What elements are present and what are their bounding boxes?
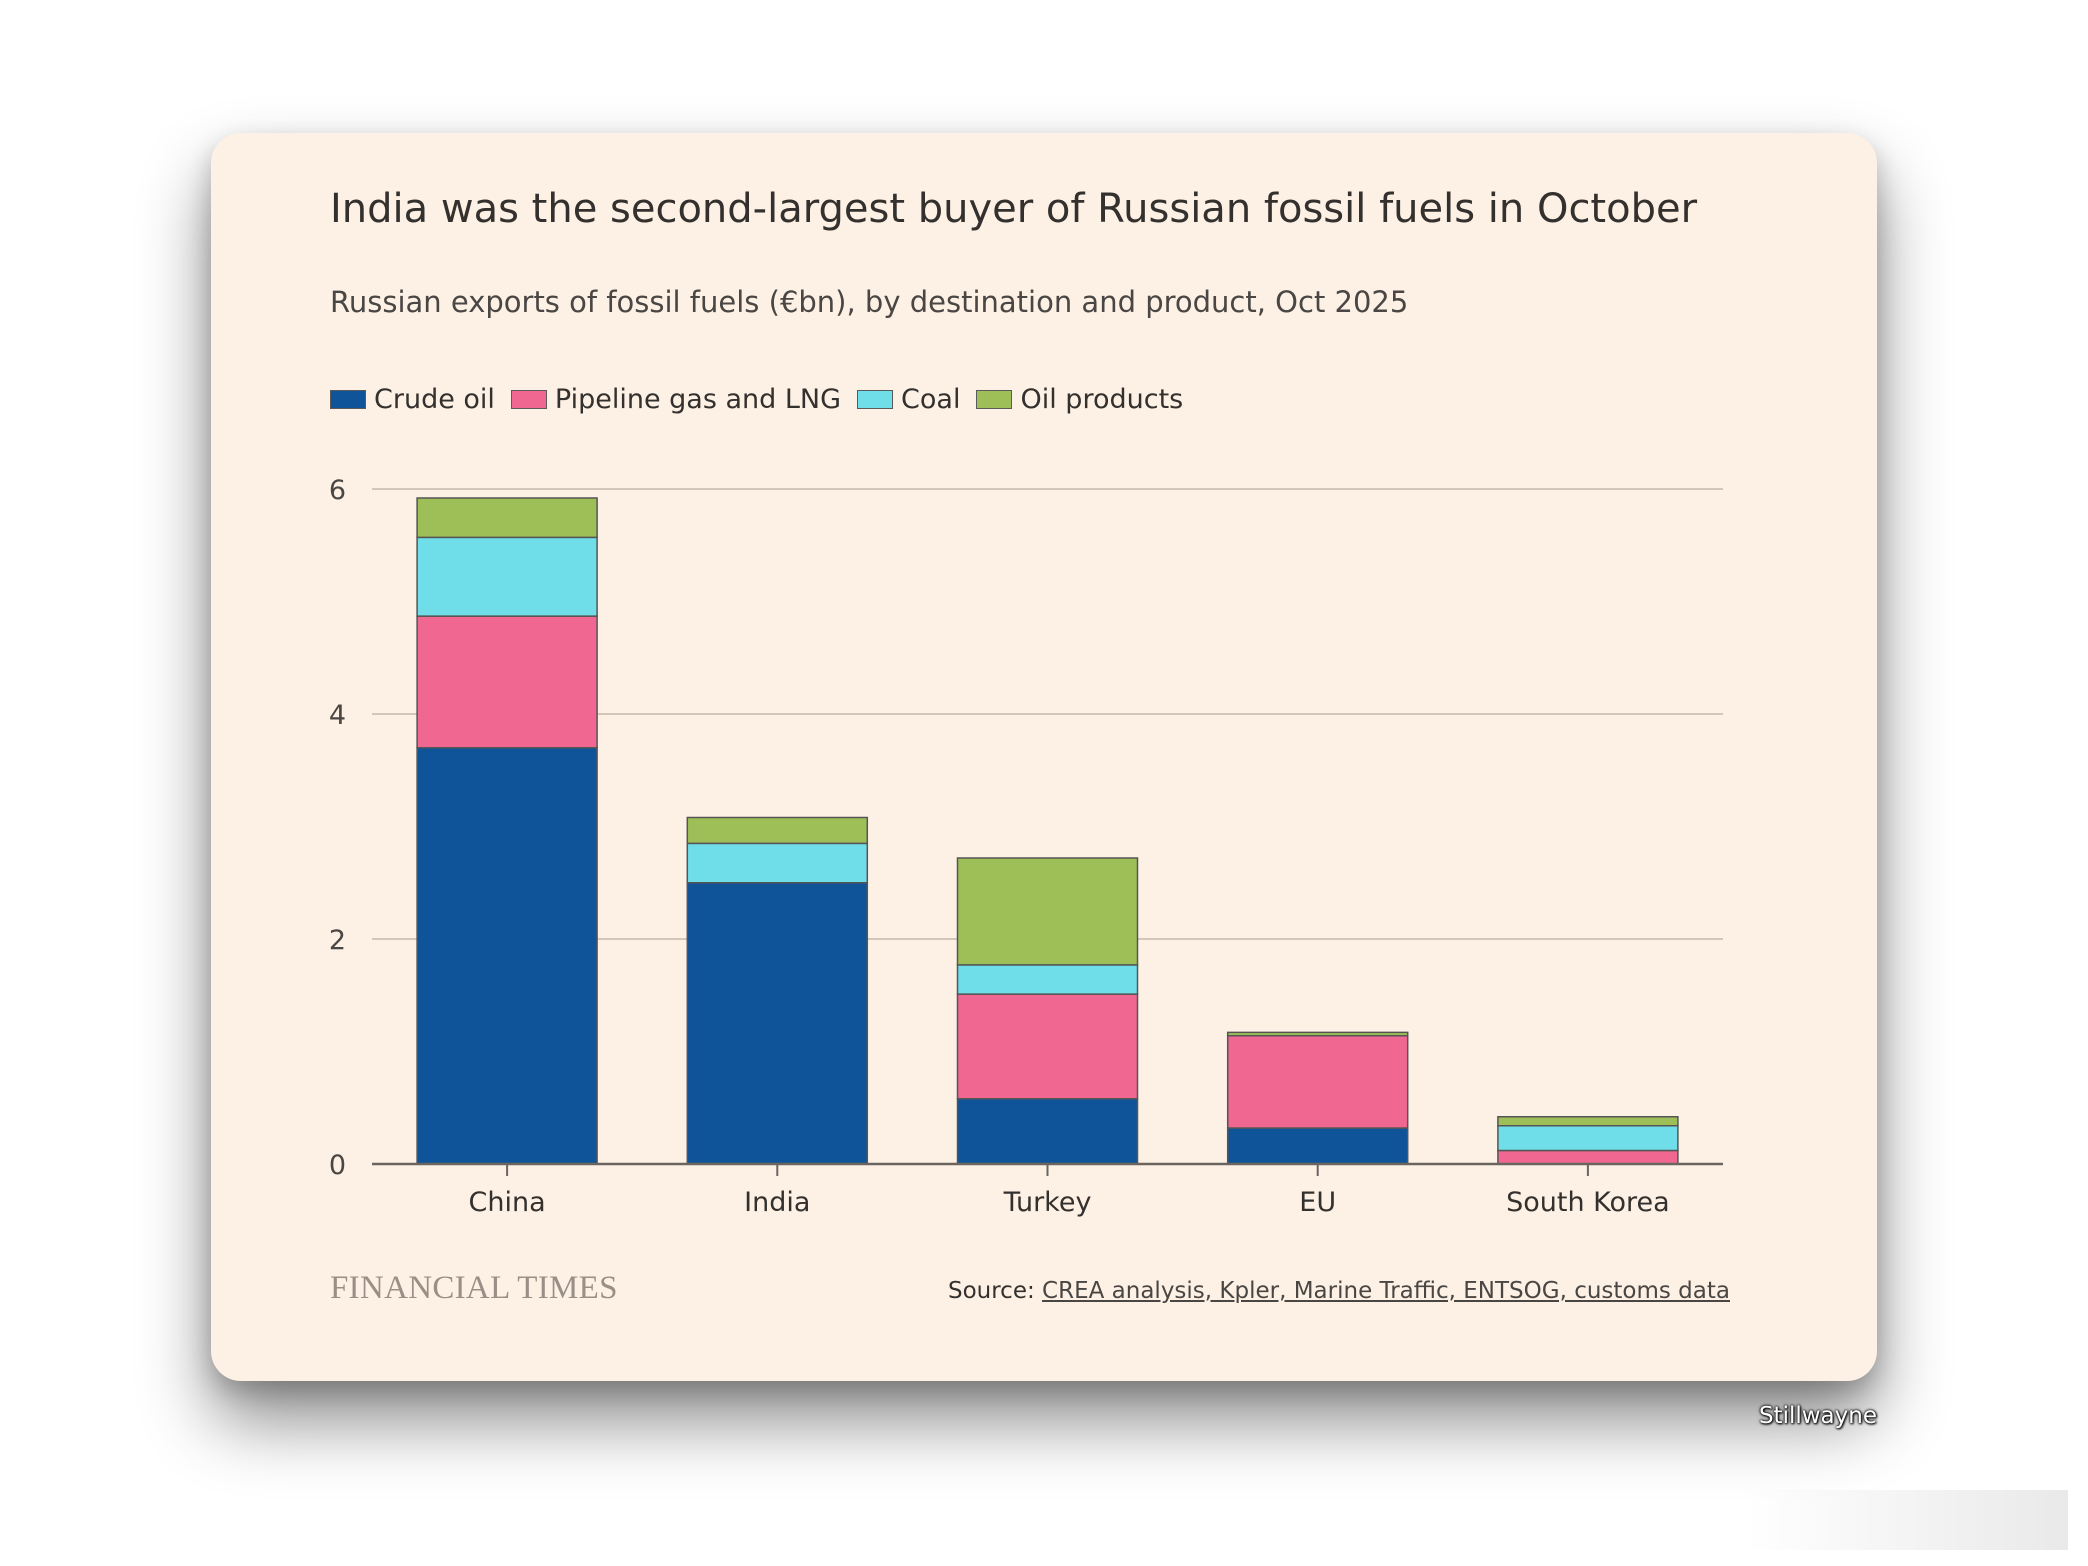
y-tick-label-6: 6 [329,475,346,506]
legend-swatch-pipeline-gas [510,390,547,409]
legend-swatch-coal [857,390,894,409]
bar-south-korea-pipeline-gas-and-lng [1497,1149,1679,1165]
bar-eu-crude-oil [1226,1127,1409,1165]
x-tick-label-eu: EU [1299,1187,1336,1218]
bar-turkey-oil-products [956,857,1139,966]
y-tick-label-0: 0 [329,1150,346,1181]
legend-swatch-oil-products [976,390,1013,409]
legend-item-crude-oil: Crude oil [330,384,495,415]
watermark: Stillwayne [1758,1403,1877,1429]
source-note: Source: CREA analysis, Kpler, Marine Tra… [948,1278,1730,1304]
bar-eu-oil-products [1226,1031,1409,1037]
x-tick-label-south-korea: South Korea [1506,1187,1670,1218]
legend-item-pipeline-gas: Pipeline gas and LNG [510,384,842,415]
bar-south-korea-coal [1497,1125,1679,1152]
bar-india-oil-products [686,816,869,845]
x-tick-label-india: India [744,1187,810,1218]
legend: Crude oil Pipeline gas and LNG Coal Oil … [330,384,1199,415]
chart-title: India was the second-largest buyer of Ru… [330,186,1698,232]
bar-india-crude-oil [686,882,869,1165]
legend-item-coal: Coal [857,384,960,415]
bar-china-pipeline-gas-and-lng [416,615,598,749]
source-link[interactable]: CREA analysis, Kpler, Marine Traffic, EN… [1042,1278,1730,1304]
legend-label-coal: Coal [901,384,961,415]
bar-india-coal [686,842,869,884]
legend-item-oil-products: Oil products [976,384,1183,415]
legend-label-pipeline-gas: Pipeline gas and LNG [554,384,842,415]
bar-china-coal [416,536,598,617]
chart-subtitle: Russian exports of fossil fuels (€bn), b… [330,285,1409,319]
bar-turkey-crude-oil [956,1098,1139,1165]
bar-turkey-pipeline-gas-and-lng [956,993,1139,1100]
ft-logo: FINANCIAL TIMES [330,1270,618,1306]
legend-label-crude-oil: Crude oil [374,384,495,415]
scrollbar-hint [1745,1490,2068,1550]
bar-turkey-coal [956,964,1139,995]
y-tick-label-2: 2 [329,925,346,956]
legend-swatch-crude-oil [330,390,366,409]
source-prefix: Source: [947,1278,1043,1304]
legend-label-oil-products: Oil products [1020,384,1184,415]
x-tick-label-china: China [469,1187,546,1218]
bar-south-korea-oil-products [1497,1116,1679,1127]
bar-eu-pipeline-gas-and-lng [1226,1035,1409,1129]
y-tick-label-4: 4 [329,700,346,731]
bar-china-crude-oil [416,747,598,1165]
bar-china-oil-products [416,497,598,539]
x-tick-label-turkey: Turkey [1003,1187,1092,1218]
